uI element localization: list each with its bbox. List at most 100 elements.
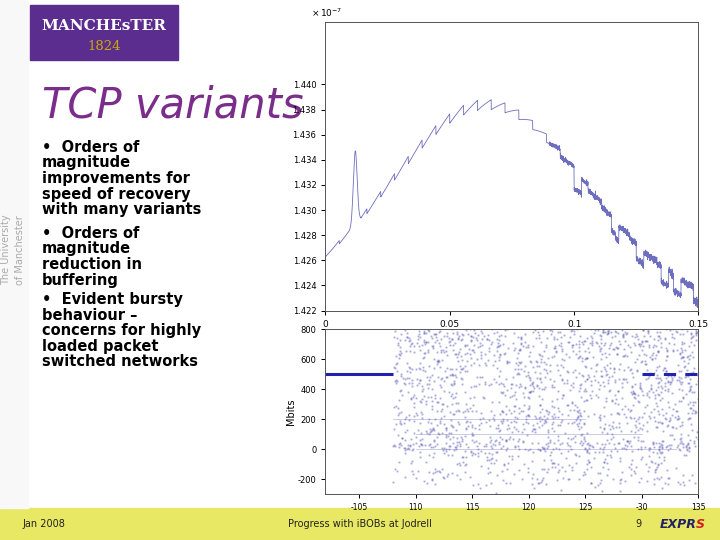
- Point: [588, 372, 600, 381]
- Point: [579, 346, 590, 355]
- Point: [434, 381, 446, 390]
- Point: [608, 305, 620, 313]
- Point: [510, 359, 522, 368]
- Point: [527, 382, 539, 390]
- Point: [476, 340, 487, 349]
- Point: [392, 293, 403, 301]
- Point: [666, 329, 678, 338]
- Point: [486, 453, 498, 462]
- Point: [617, 332, 629, 341]
- Point: [446, 421, 457, 429]
- Point: [554, 407, 565, 416]
- Point: [552, 395, 563, 403]
- Point: [465, 383, 477, 391]
- Point: [575, 306, 586, 315]
- Point: [430, 323, 441, 332]
- Point: [618, 435, 629, 444]
- Point: [621, 374, 632, 383]
- Point: [640, 460, 652, 469]
- Point: [569, 438, 580, 447]
- Point: [679, 373, 690, 381]
- Point: [537, 474, 549, 482]
- Text: speed of recovery: speed of recovery: [42, 186, 191, 201]
- Point: [607, 418, 618, 427]
- Point: [432, 440, 444, 449]
- Point: [634, 340, 645, 348]
- Point: [583, 458, 595, 467]
- Point: [483, 336, 495, 345]
- Point: [542, 441, 554, 450]
- Point: [616, 444, 628, 453]
- Point: [562, 447, 574, 455]
- Point: [608, 306, 619, 315]
- Point: [595, 317, 606, 326]
- Point: [505, 383, 516, 392]
- Point: [406, 294, 418, 302]
- Point: [398, 444, 410, 453]
- Point: [447, 423, 459, 431]
- Point: [460, 417, 472, 426]
- Point: [482, 464, 494, 472]
- Point: [510, 394, 522, 403]
- Point: [636, 338, 648, 347]
- Point: [503, 312, 514, 320]
- Point: [450, 364, 462, 373]
- Point: [614, 340, 626, 349]
- Point: [389, 402, 400, 411]
- Point: [606, 397, 618, 406]
- Point: [459, 350, 471, 359]
- Point: [644, 332, 656, 341]
- Point: [454, 368, 466, 376]
- Point: [418, 477, 430, 485]
- Point: [592, 339, 603, 347]
- Point: [684, 350, 696, 359]
- Point: [541, 414, 552, 423]
- Point: [477, 319, 489, 327]
- Point: [538, 418, 549, 427]
- Point: [600, 310, 611, 319]
- Point: [562, 368, 574, 377]
- Point: [561, 314, 572, 322]
- Point: [593, 301, 604, 310]
- Point: [388, 306, 400, 315]
- Point: [546, 383, 558, 391]
- Point: [395, 336, 406, 345]
- Point: [667, 316, 679, 325]
- Point: [611, 343, 623, 352]
- Point: [534, 330, 545, 339]
- Point: [604, 451, 616, 460]
- Point: [534, 412, 546, 421]
- Point: [595, 367, 606, 375]
- Point: [628, 389, 639, 397]
- Point: [619, 351, 631, 360]
- Point: [539, 417, 550, 426]
- Point: [486, 380, 498, 388]
- Point: [618, 314, 629, 323]
- Point: [634, 341, 645, 350]
- Point: [644, 411, 655, 420]
- Point: [411, 374, 423, 383]
- Point: [583, 312, 595, 321]
- Point: [449, 376, 460, 385]
- Point: [557, 474, 569, 483]
- Point: [624, 407, 636, 416]
- Point: [508, 308, 520, 316]
- Point: [575, 321, 587, 329]
- Point: [402, 362, 414, 371]
- Point: [454, 440, 466, 449]
- Point: [662, 420, 674, 429]
- Point: [473, 380, 485, 389]
- Point: [459, 446, 471, 455]
- Point: [423, 393, 434, 401]
- Point: [475, 350, 487, 359]
- Point: [480, 321, 492, 330]
- Point: [461, 356, 472, 365]
- Point: [618, 374, 630, 383]
- Point: [461, 405, 472, 414]
- Text: MANCHEsTER: MANCHEsTER: [42, 19, 166, 33]
- Point: [426, 342, 437, 350]
- Point: [596, 428, 608, 436]
- Point: [686, 291, 698, 299]
- Point: [394, 347, 405, 355]
- Point: [652, 347, 664, 356]
